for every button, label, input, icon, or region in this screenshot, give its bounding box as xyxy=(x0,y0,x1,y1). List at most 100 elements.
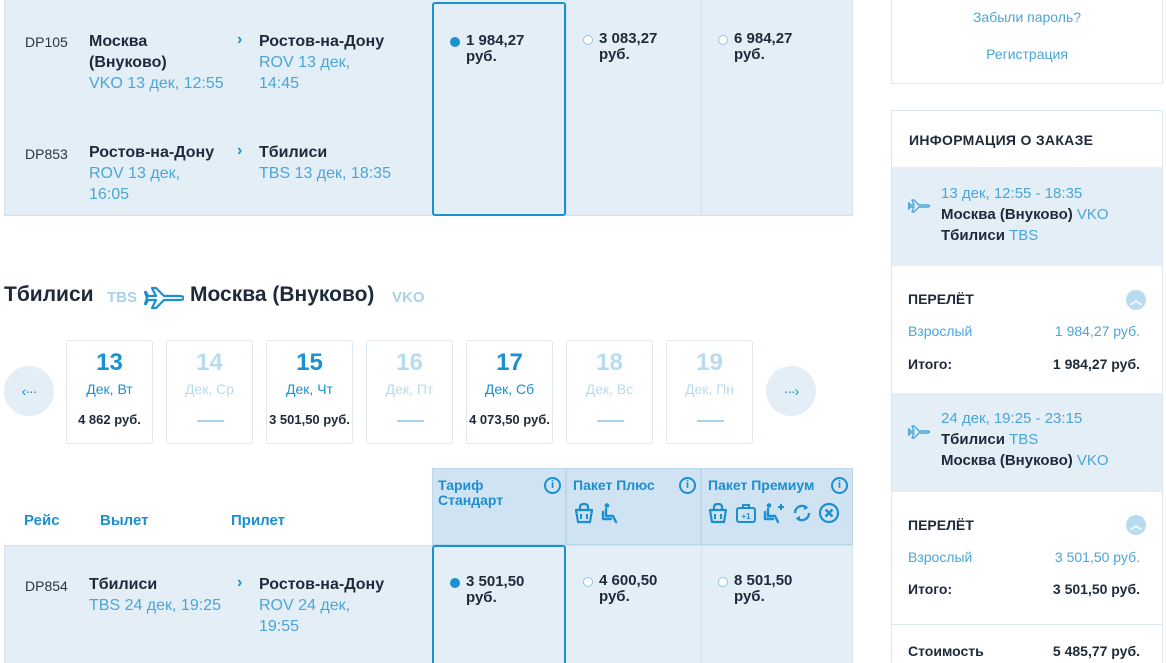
plane-icon xyxy=(908,425,930,439)
fare-currency: руб. xyxy=(466,589,497,606)
fare-divider xyxy=(701,0,702,216)
cost-label: Стоимость xyxy=(908,643,984,659)
segment-from: Москва (Внуково) VKO xyxy=(941,206,1109,223)
segment-time: 24 дек, 19:25 - 23:15 xyxy=(941,410,1083,427)
chevron-up-icon[interactable]: ︿ xyxy=(1126,515,1146,535)
passenger-type: Взрослый xyxy=(908,323,973,339)
departure-time: ROV 13 дек, xyxy=(89,165,181,182)
segment-from: Тбилиси TBS xyxy=(941,431,1039,448)
column-header-arrival: Прилет xyxy=(231,512,285,529)
date-card: 19 Дек, Пн xyxy=(666,340,753,444)
total-price: 3 501,50 руб. xyxy=(1052,581,1140,597)
total-price: 1 984,27 руб. xyxy=(1052,356,1140,372)
cancel-icon xyxy=(818,502,840,524)
total-label: Итого: xyxy=(908,356,953,372)
bag-icon xyxy=(574,502,594,524)
flight-number: DP105 xyxy=(25,34,68,50)
tariff-header-standard: Тариф Стандарт i xyxy=(432,468,566,545)
info-icon[interactable]: i xyxy=(544,477,561,494)
fare-divider xyxy=(701,546,702,663)
bag-icon xyxy=(708,502,728,524)
date-card[interactable]: 15 Дек, Чт 3 501,50 руб. xyxy=(266,340,353,444)
prev-dates-button[interactable]: ‹··· xyxy=(4,366,54,416)
departure-time-clock: 16:05 xyxy=(89,186,130,203)
order-info-title: ИНФОРМАЦИЯ О ЗАКАЗЕ xyxy=(909,132,1094,148)
date-card: 14 Дек, Ср xyxy=(166,340,253,444)
departure-city: Тбилиси xyxy=(89,576,158,593)
fare-price: 3 083,27 xyxy=(599,30,658,47)
plane-icon xyxy=(908,199,930,213)
fare-price: 1 984,27 xyxy=(466,32,525,49)
radio-empty-icon xyxy=(583,35,593,45)
fare-option-plus[interactable]: 4 600,50 руб. xyxy=(566,545,700,663)
chevron-right-icon: › xyxy=(237,142,243,159)
arrival-city: Ростов-на-Дону xyxy=(259,33,385,50)
return-flight-row: DP854 Тбилиси TBS 24 дек, 19:25 › Ростов… xyxy=(4,545,853,663)
column-header-departure: Вылет xyxy=(100,512,149,529)
passenger-price: 1 984,27 руб. xyxy=(1054,323,1140,339)
arrival-city: Тбилиси xyxy=(259,144,328,161)
fare-option-standard-selected[interactable]: 1 984,27 руб. xyxy=(432,2,566,216)
info-icon[interactable]: i xyxy=(831,477,848,494)
passenger-type: Взрослый xyxy=(908,549,973,565)
fare-currency: руб. xyxy=(734,46,765,63)
direction-from-city: Тбилиси xyxy=(4,283,94,306)
flight-number: DP853 xyxy=(25,146,68,162)
radio-selected-icon xyxy=(450,578,460,588)
arrival-time: ROV 24 дек, xyxy=(259,597,351,614)
no-price-dash xyxy=(197,420,224,422)
passenger-price: 3 501,50 руб. xyxy=(1054,549,1140,565)
svg-text:+1: +1 xyxy=(741,512,751,521)
departure-time: VKO 13 дек, 12:55 xyxy=(89,75,224,92)
order-segment: 13 дек, 12:55 - 18:35 Москва (Внуково) V… xyxy=(891,167,1163,266)
cost-value: 5 485,77 руб. xyxy=(1052,643,1140,659)
fare-price: 6 984,27 xyxy=(734,30,793,47)
no-price-dash xyxy=(697,420,724,422)
flight-number: DP854 xyxy=(25,578,68,594)
fare-currency: руб. xyxy=(466,48,497,65)
total-label: Итого: xyxy=(908,581,953,597)
fare-price: 8 501,50 xyxy=(734,572,793,589)
fare-price: 3 501,50 xyxy=(466,573,525,590)
direction-to-city: Москва (Внуково) xyxy=(190,283,375,306)
no-price-dash xyxy=(397,420,424,422)
radio-empty-icon xyxy=(583,577,593,587)
divider xyxy=(891,624,1163,625)
departure-city: Москва xyxy=(89,33,148,50)
arrival-time-clock: 14:45 xyxy=(259,75,300,92)
direction-from-code: TBS xyxy=(107,289,137,306)
radio-empty-icon xyxy=(718,577,728,587)
chevron-right-icon: › xyxy=(237,574,243,591)
tariff-header-plus: Пакет Плюс i xyxy=(566,468,701,545)
departure-time: TBS 24 дек, 19:25 xyxy=(89,597,221,614)
refresh-icon xyxy=(793,504,811,522)
info-icon[interactable]: i xyxy=(679,477,696,494)
section-title-flight: ПЕРЕЛЁТ xyxy=(908,291,974,307)
fare-currency: руб. xyxy=(599,588,630,605)
radio-selected-icon xyxy=(450,37,460,47)
departure-city: Ростов-на-Дону xyxy=(89,144,215,161)
seat-plus-icon xyxy=(763,503,784,524)
chevron-up-icon[interactable]: ︿ xyxy=(1126,290,1146,310)
fare-option-plus[interactable]: 3 083,27 руб. xyxy=(566,0,700,216)
date-card: 16 Дек, Пт xyxy=(366,340,453,444)
radio-empty-icon xyxy=(718,35,728,45)
fare-price: 4 600,50 xyxy=(599,572,658,589)
fare-option-standard-selected[interactable]: 3 501,50 руб. xyxy=(432,545,566,663)
fare-option-premium[interactable]: 6 984,27 руб. xyxy=(701,0,851,216)
register-link[interactable]: Регистрация xyxy=(986,46,1068,62)
auth-panel: Забыли пароль? Регистрация xyxy=(891,0,1163,84)
forgot-password-link[interactable]: Забыли пароль? xyxy=(972,9,1082,25)
date-card[interactable]: 17 Дек, Сб 4 073,50 руб. xyxy=(466,340,553,444)
no-price-dash xyxy=(597,420,624,422)
arrival-time: TBS 13 дек, 18:35 xyxy=(259,165,391,182)
next-dates-button[interactable]: ···› xyxy=(766,366,816,416)
extra-bag-icon: +1 xyxy=(736,504,756,523)
fare-option-premium[interactable]: 8 501,50 руб. xyxy=(701,545,851,663)
date-card: 18 Дек, Вс xyxy=(566,340,653,444)
column-header-flight: Рейс xyxy=(24,512,60,529)
outbound-flights-block: DP105 Москва (Внуково) VKO 13 дек, 12:55… xyxy=(4,0,853,216)
arrival-time-clock: 19:55 xyxy=(259,618,300,635)
seat-icon xyxy=(601,503,618,524)
date-card[interactable]: 13 Дек, Вт 4 862 руб. xyxy=(66,340,153,444)
